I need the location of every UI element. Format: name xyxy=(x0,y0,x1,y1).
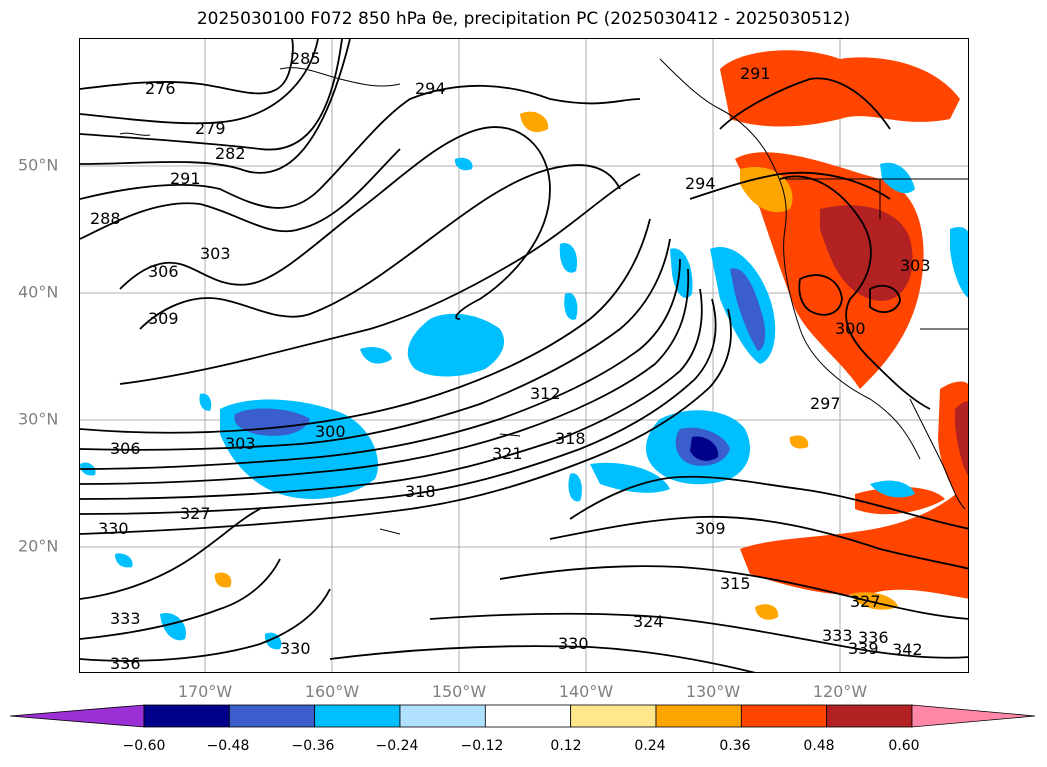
colorbar-tick: −0.12 xyxy=(460,738,504,754)
contour-label: 300 xyxy=(315,422,346,441)
colorbar-tick: 0.48 xyxy=(803,738,835,754)
colorbar-tick: 0.12 xyxy=(550,738,582,754)
negative-precip-shading xyxy=(80,157,968,650)
colorbar-cells xyxy=(10,704,1036,728)
contour-label: 330 xyxy=(98,519,129,538)
contour-label: 303 xyxy=(200,244,231,263)
lat-label-50n: 50°N xyxy=(18,155,59,175)
lon-label-150w: 150°W xyxy=(431,682,487,701)
contour-labels: 276 279 282 285 288 291 291 294 294 297 … xyxy=(90,49,931,673)
contour-label: 327 xyxy=(850,592,881,611)
map-canvas: 276 279 282 285 288 291 291 294 294 297 … xyxy=(80,39,968,673)
lon-label-120w: 120°W xyxy=(812,682,868,701)
contour-label: 300 xyxy=(835,319,866,338)
colorbar-tick: 0.24 xyxy=(634,738,666,754)
lon-label-160w: 160°W xyxy=(304,682,360,701)
colorbar-tick: 0.60 xyxy=(888,738,920,754)
map-panel: 276 279 282 285 288 291 291 294 294 297 … xyxy=(79,38,969,673)
contour-label: 276 xyxy=(145,79,176,98)
colorbar-tick: −0.24 xyxy=(375,738,419,754)
colorbar-cell xyxy=(228,704,316,728)
lon-label-170w: 170°W xyxy=(177,682,233,701)
contour-label: 306 xyxy=(148,262,179,281)
contour-label: 297 xyxy=(810,394,841,413)
colorbar-cell xyxy=(314,704,401,728)
contour-label: 306 xyxy=(110,439,141,458)
contour-label: 279 xyxy=(195,119,226,138)
contour-label: 291 xyxy=(170,169,201,188)
colorbar-cell xyxy=(826,704,913,728)
colorbar-tick: −0.60 xyxy=(122,738,166,754)
contour-label: 303 xyxy=(225,434,256,453)
colorbar-extend-high xyxy=(911,704,1036,728)
contour-label: 318 xyxy=(555,429,586,448)
contour-label: 285 xyxy=(290,49,321,68)
contour-label: 294 xyxy=(685,174,716,193)
contour-label: 336 xyxy=(858,628,889,647)
contour-label: 321 xyxy=(492,444,523,463)
contour-label: 315 xyxy=(720,574,751,593)
colorbar-tick: −0.36 xyxy=(291,738,335,754)
contour-label: 333 xyxy=(822,626,853,645)
contour-label: 342 xyxy=(892,640,923,659)
contour-label: 330 xyxy=(558,634,589,653)
lon-label-130w: 130°W xyxy=(685,682,741,701)
lat-label-30n: 30°N xyxy=(18,409,59,429)
contour-label: 294 xyxy=(415,79,446,98)
colorbar-cell xyxy=(740,704,828,728)
contour-label: 330 xyxy=(280,639,311,658)
contour-label: 288 xyxy=(90,209,121,228)
colorbar-extend-low xyxy=(10,704,145,728)
lat-label-40n: 40°N xyxy=(18,282,59,302)
lat-label-20n: 20°N xyxy=(18,536,59,556)
colorbar xyxy=(10,704,1036,728)
contour-label: 318 xyxy=(405,482,436,501)
contour-label: 291 xyxy=(740,64,771,83)
contour-label: 333 xyxy=(110,609,141,628)
contour-label: 312 xyxy=(530,384,561,403)
colorbar-cell xyxy=(484,704,572,728)
contour-label: 327 xyxy=(180,504,211,523)
contour-label: 309 xyxy=(695,519,726,538)
contour-label: 309 xyxy=(148,309,179,328)
contour-label: 303 xyxy=(900,256,931,275)
contour-label: 336 xyxy=(110,654,141,673)
chart-title: 2025030100 F072 850 hPa θe, precipitatio… xyxy=(196,9,851,29)
contour-label: 339 xyxy=(848,639,879,658)
contour-label: 282 xyxy=(215,144,246,163)
colorbar-cell xyxy=(570,704,657,728)
coastlines xyxy=(119,58,968,535)
colorbar-tick: −0.48 xyxy=(206,738,250,754)
colorbar-tick: 0.36 xyxy=(719,738,751,754)
lon-label-140w: 140°W xyxy=(558,682,614,701)
contour-label: 324 xyxy=(633,612,664,631)
colorbar-cell xyxy=(655,704,742,728)
theta-e-contours xyxy=(80,39,968,672)
colorbar-cell xyxy=(399,704,486,728)
colorbar-cell xyxy=(143,704,230,728)
